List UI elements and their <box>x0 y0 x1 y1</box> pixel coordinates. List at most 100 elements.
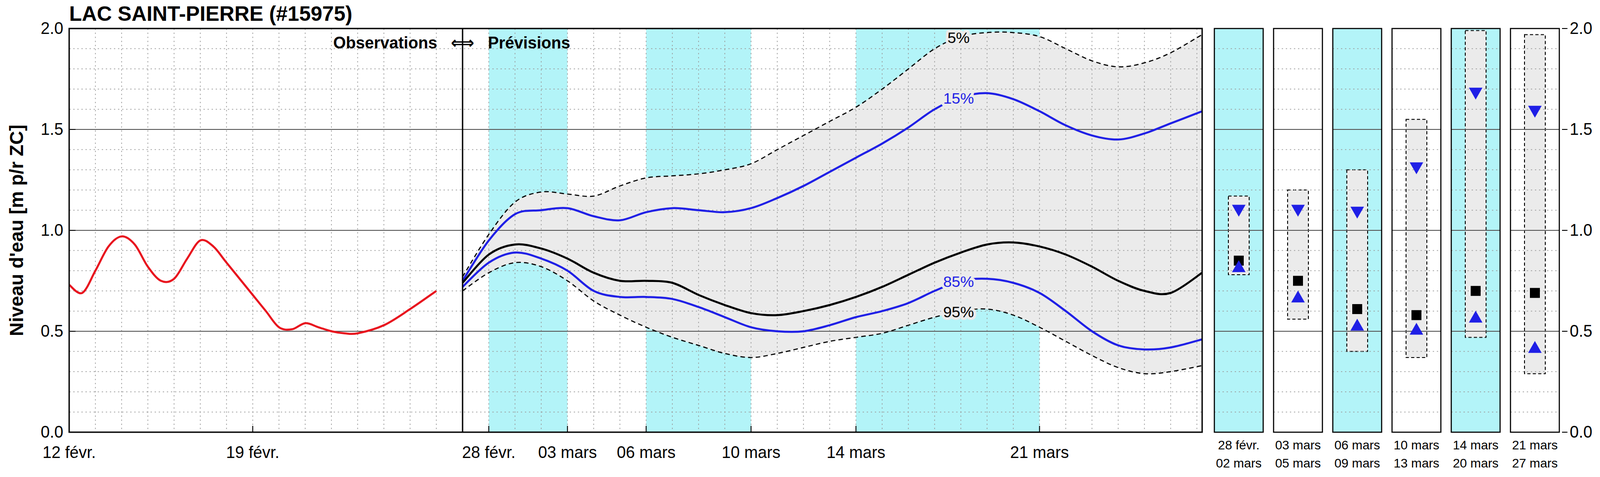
category-label-line: 10 mars <box>1393 437 1440 452</box>
minor-grid-line <box>1273 68 1323 70</box>
minor-grid-line <box>1332 350 1382 352</box>
panel-background <box>1273 28 1323 432</box>
panel-background <box>1392 28 1441 432</box>
minor-grid-line <box>69 350 1203 352</box>
minor-grid-line <box>1510 391 1560 392</box>
x-tick-label: 19 févr. <box>226 442 280 462</box>
minor-grid-line <box>1214 68 1264 70</box>
minor-grid-line <box>1392 269 1441 271</box>
minor-grid-line <box>462 28 463 432</box>
panel-background <box>1451 28 1501 432</box>
minor-grid-line <box>1451 189 1501 191</box>
annotation: Observations <box>333 33 438 52</box>
x-tick-label: 03 mars <box>538 442 597 462</box>
marker-square <box>1411 309 1422 320</box>
minor-grid-line <box>1451 128 1501 130</box>
minor-grid-line <box>1451 250 1501 251</box>
minor-grid-line <box>69 68 1203 70</box>
minor-grid-line <box>1214 48 1264 50</box>
range-box <box>1228 195 1250 275</box>
minor-grid-line <box>1392 209 1441 211</box>
minor-grid-line <box>1332 149 1382 151</box>
minor-grid-line <box>1214 169 1264 170</box>
summary-panel <box>1273 28 1323 432</box>
marker-square <box>1293 275 1303 286</box>
minor-grid-line <box>1214 411 1264 413</box>
minor-grid-line <box>1273 391 1323 392</box>
minor-grid-line <box>69 269 1203 271</box>
plot-frame <box>69 28 1203 432</box>
minor-grid-line <box>1510 330 1560 332</box>
panel-content <box>1273 28 1323 432</box>
minor-grid-line <box>1273 149 1323 151</box>
minor-grid-line <box>1392 149 1441 151</box>
grid-line <box>1451 229 1501 231</box>
minor-grid-line <box>1273 310 1323 312</box>
minor-grid-line <box>1510 189 1560 191</box>
panel-background <box>1510 28 1560 432</box>
panel-frame <box>1273 28 1323 432</box>
minor-grid-line <box>1510 88 1560 90</box>
summary-panel <box>1392 28 1441 432</box>
y-tick-label: 1.5 <box>40 119 64 139</box>
minor-grid-line <box>1332 250 1382 251</box>
marker-triangle-down <box>1409 162 1424 175</box>
grid-line <box>1332 229 1382 231</box>
forecast-divider <box>462 28 464 432</box>
summary-panel <box>1510 28 1560 432</box>
minor-grid-line <box>1451 229 1501 231</box>
minor-grid-line <box>1273 169 1323 170</box>
category-label-line: 13 mars <box>1393 455 1440 470</box>
minor-grid-line <box>1392 189 1441 191</box>
minor-grid-line <box>1273 128 1323 130</box>
minor-grid-line <box>1332 229 1382 231</box>
marker-triangle-up <box>1468 310 1483 323</box>
y-tick <box>1562 28 1568 29</box>
minor-grid-line <box>1214 250 1264 251</box>
x-tick-label: 10 mars <box>721 442 781 462</box>
minor-grid-line <box>1451 370 1501 372</box>
minor-grid-line <box>1332 108 1382 110</box>
minor-grid <box>69 28 1203 432</box>
minor-grid-line <box>69 128 1203 130</box>
minor-grid-line <box>1510 411 1560 413</box>
y-tick-label: 1.5 <box>1569 119 1593 139</box>
minor-grid-line <box>1451 209 1501 211</box>
series-line <box>69 235 437 334</box>
grid-line <box>1214 229 1264 231</box>
minor-grid-line <box>1273 108 1323 110</box>
minor-grid-line <box>1332 370 1382 372</box>
minor-grid-line <box>69 411 1203 413</box>
minor-grid-line <box>1332 189 1382 191</box>
minor-grid-line <box>1510 209 1560 211</box>
y-tick-label: 0.5 <box>40 321 64 340</box>
summary-panel <box>1214 28 1264 432</box>
series-label: 15% <box>943 89 974 107</box>
grid-line <box>1273 128 1323 130</box>
summary-panel <box>1332 28 1382 432</box>
marker-triangle-down <box>1291 204 1305 217</box>
marker-triangle-up <box>1350 318 1365 331</box>
minor-grid-line <box>1510 169 1560 170</box>
annotation: ⟺ <box>450 33 475 52</box>
x-tick-label: 21 mars <box>1010 442 1069 462</box>
minor-grid-line <box>1273 330 1323 332</box>
grid-line <box>1214 128 1264 130</box>
y-tick <box>69 431 76 433</box>
grid-line <box>69 128 1203 130</box>
panel-frame <box>1392 28 1441 432</box>
y-tick <box>1562 330 1568 332</box>
minor-grid-line <box>1392 229 1441 231</box>
y-tick <box>69 330 76 332</box>
minor-grid-line <box>1510 48 1560 50</box>
minor-grid-line <box>1332 128 1382 130</box>
grid-line <box>1332 128 1382 130</box>
marker-triangle-down <box>1231 204 1246 217</box>
marker-triangle-up <box>1528 340 1542 353</box>
panel-content <box>1214 28 1264 432</box>
marker-triangle-up <box>1231 259 1246 272</box>
minor-grid-line <box>1332 48 1382 50</box>
series-line <box>462 32 1203 277</box>
minor-grid-line <box>1510 149 1560 151</box>
minor-grid-line <box>69 370 1203 372</box>
